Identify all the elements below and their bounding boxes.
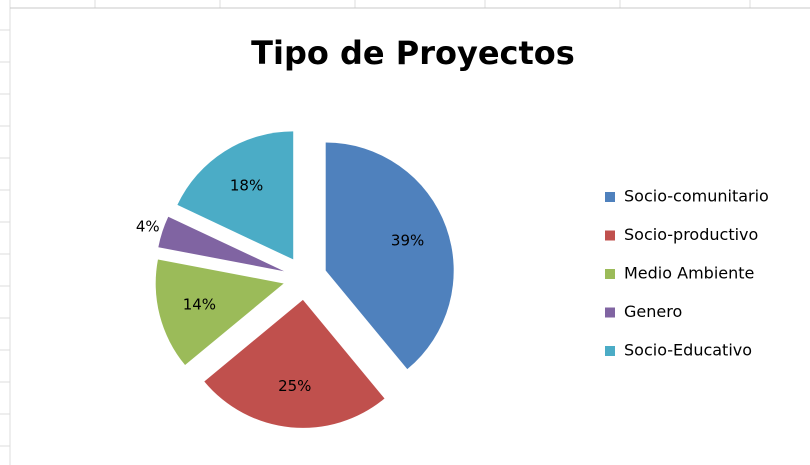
pie-slice — [325, 142, 454, 370]
legend-label: Medio Ambiente — [624, 264, 754, 283]
chart-title: Tipo de Proyectos — [251, 34, 575, 72]
legend-label: Socio-Educativo — [624, 341, 752, 360]
pie-slice — [177, 131, 294, 260]
pie-slice — [158, 216, 285, 272]
data-label: 14% — [183, 296, 216, 314]
pie-slice — [204, 299, 385, 428]
data-label: 4% — [136, 217, 160, 235]
data-label: 18% — [230, 176, 263, 194]
legend-swatch — [605, 230, 615, 241]
legend-swatch — [605, 346, 615, 356]
data-label: 39% — [391, 232, 424, 250]
legend-label: Genero — [624, 302, 682, 321]
data-label: 25% — [278, 377, 311, 395]
legend-swatch — [605, 307, 615, 318]
pie-slice — [155, 259, 284, 366]
legend-label: Socio-productivo — [624, 225, 758, 244]
legend-swatch — [605, 269, 615, 279]
legend-swatch — [605, 192, 615, 202]
legend-label: Socio-comunitario — [624, 187, 769, 206]
